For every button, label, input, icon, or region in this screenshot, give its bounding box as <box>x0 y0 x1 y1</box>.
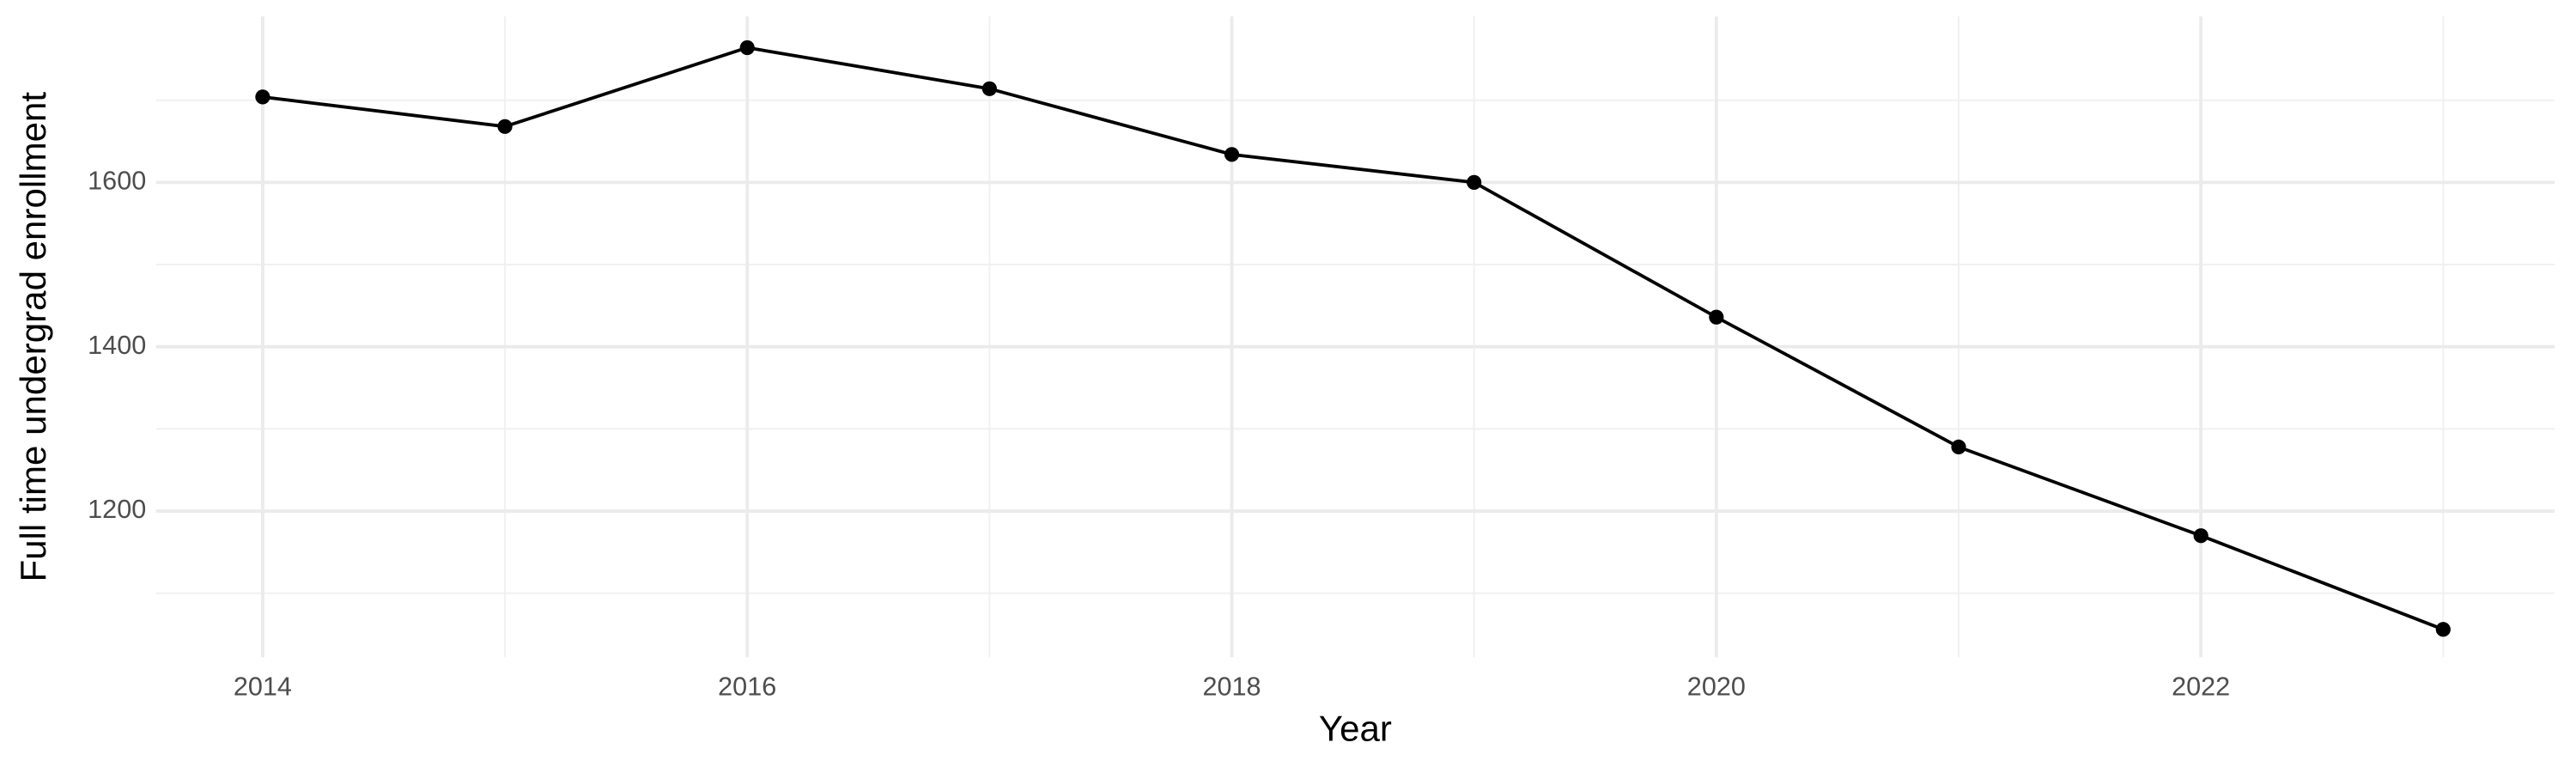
point <box>1224 147 1240 162</box>
point <box>1951 439 1966 455</box>
point <box>497 119 513 134</box>
y-axis-title: Full time undergrad enrollment <box>13 92 53 582</box>
x-tick-label: 2020 <box>1687 673 1746 702</box>
x-tick-label: 2016 <box>718 673 776 702</box>
y-tick-label: 1200 <box>88 495 146 524</box>
point <box>981 81 997 96</box>
y-tick-label: 1600 <box>88 166 146 195</box>
point <box>255 89 270 105</box>
x-tick-label: 2022 <box>2172 673 2230 702</box>
point <box>2435 622 2451 637</box>
x-tick-label: 2014 <box>234 673 292 702</box>
point <box>2193 528 2208 544</box>
line <box>262 46 2445 631</box>
point <box>1709 309 1724 325</box>
point <box>1467 174 1482 190</box>
point <box>739 40 755 56</box>
x-axis-title: Year <box>1319 709 1392 749</box>
y-tick-label: 1400 <box>88 331 146 360</box>
x-tick-label: 2018 <box>1202 673 1261 702</box>
